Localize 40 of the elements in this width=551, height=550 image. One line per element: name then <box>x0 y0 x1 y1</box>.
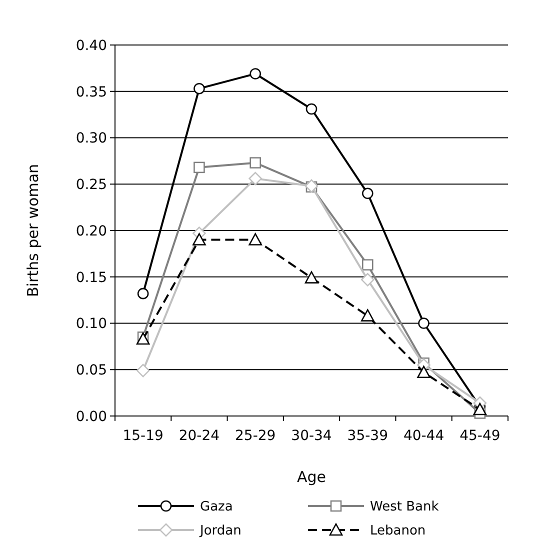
y-tick-label: 0.20 <box>76 223 107 240</box>
point <box>250 157 262 168</box>
point <box>417 366 430 378</box>
point <box>137 288 149 300</box>
point <box>192 233 206 246</box>
point <box>304 271 318 284</box>
x-tick-label: 25-29 <box>235 428 276 444</box>
y-tick-label: 0.10 <box>76 316 107 332</box>
y-tick-label: 0.15 <box>76 270 107 286</box>
point <box>248 172 262 186</box>
y-axis-title: Births per woman <box>24 164 42 298</box>
x-tick-label: 35-39 <box>347 428 388 444</box>
point <box>473 402 487 416</box>
point <box>248 233 262 246</box>
legend-label: Lebanon <box>370 524 426 539</box>
y-tick-label: 0.35 <box>76 84 107 100</box>
y-tick-label: 0.25 <box>76 177 107 194</box>
legend-label: Jordan <box>199 524 242 539</box>
point <box>360 273 374 286</box>
y-tick-label: 0.30 <box>76 130 107 147</box>
point <box>194 82 205 94</box>
x-axis-title: Age <box>296 468 326 486</box>
point <box>362 188 374 200</box>
legend-label: Gaza <box>200 500 233 515</box>
x-tick-label: 15-19 <box>122 428 164 444</box>
point <box>306 103 318 115</box>
y-tick-label: 0.40 <box>76 38 107 54</box>
y-tick-label: 0.00 <box>76 408 107 425</box>
point <box>418 318 430 329</box>
legend-label: West Bank <box>370 500 440 515</box>
x-tick-label: 40-44 <box>403 428 444 444</box>
point <box>360 309 374 322</box>
point <box>136 364 150 378</box>
y-tick-label: 0.05 <box>76 362 107 379</box>
x-tick-label: 30-34 <box>291 428 332 444</box>
x-tick-label: 20-24 <box>178 428 220 444</box>
point <box>250 68 262 80</box>
point <box>362 259 374 270</box>
x-tick-label: 45-49 <box>460 428 500 444</box>
point <box>194 162 205 174</box>
